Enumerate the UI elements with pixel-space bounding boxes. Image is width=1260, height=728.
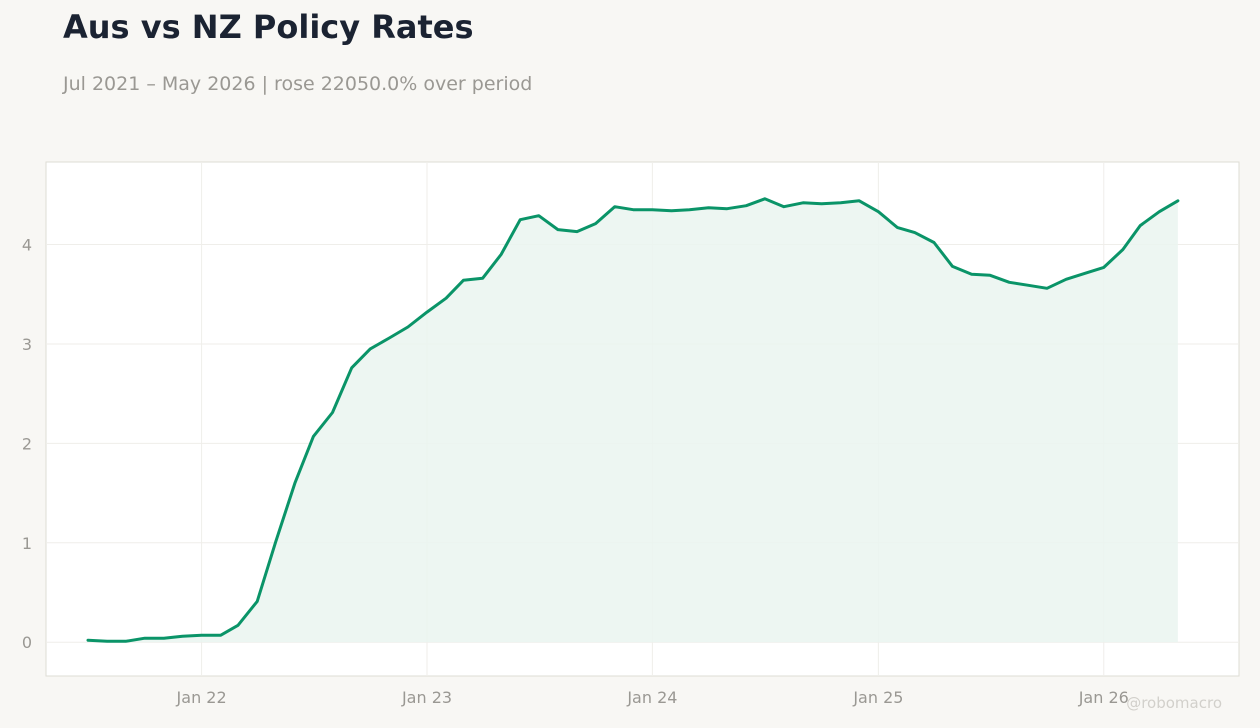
series-area-fill — [88, 198, 1178, 643]
series-line — [86, 197, 1180, 643]
x-tick-label: Jan 26 — [1078, 688, 1129, 707]
x-axis-ticks: Jan 22 Jan 23 Jan 24 Jan 25 Jan 26 — [176, 688, 1129, 707]
chart-subtitle: Jul 2021 – May 2026 | rose 22050.0% over… — [63, 73, 533, 95]
y-tick-label: 4 — [22, 236, 32, 255]
x-tick-label: Jan 25 — [852, 688, 903, 707]
y-tick-label: 0 — [22, 633, 32, 652]
watermark: @robomacro — [1126, 694, 1222, 712]
y-tick-label: 1 — [22, 534, 32, 553]
y-axis-ticks: 0 1 2 3 4 — [22, 236, 32, 653]
y-tick-label: 2 — [22, 434, 32, 453]
x-tick-label: Jan 22 — [176, 688, 227, 707]
x-tick-label: Jan 24 — [626, 688, 677, 707]
chart-title: Aus vs NZ Policy Rates — [63, 8, 474, 46]
y-tick-label: 3 — [22, 335, 32, 354]
x-tick-label: Jan 23 — [401, 688, 452, 707]
